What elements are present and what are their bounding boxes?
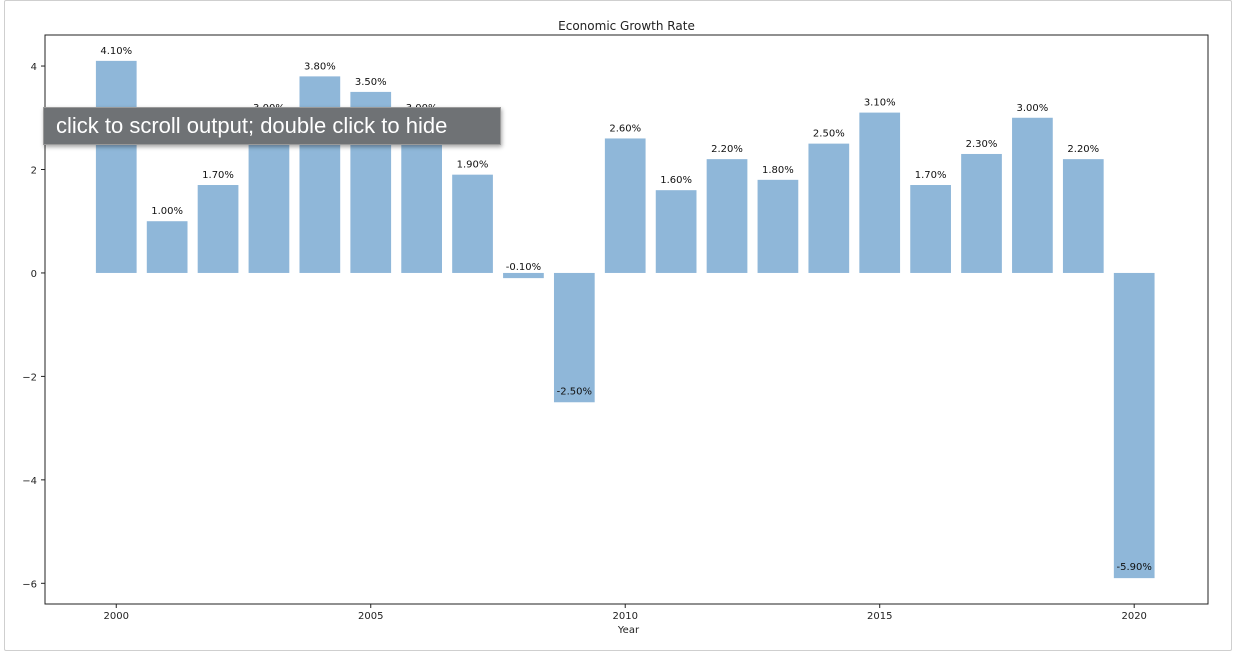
chart-title: Economic Growth Rate [558, 19, 695, 33]
bar-label-2007: 1.90% [457, 160, 489, 171]
bar-label-2020: -5.90% [1117, 562, 1152, 573]
bar-label-2019: 2.20% [1067, 144, 1099, 155]
bar-label-2002: 1.70% [202, 170, 234, 181]
bar-label-2014: 2.50% [813, 129, 845, 140]
bar-2018 [1012, 117, 1053, 273]
x-axis-label: Year [617, 625, 640, 636]
bar-label-2010: 2.60% [609, 123, 641, 134]
bar-label-2001: 1.00% [151, 206, 183, 217]
bar-2000 [95, 60, 137, 273]
y-tick-label-1: −4 [22, 476, 37, 487]
bar-label-2013: 1.80% [762, 165, 794, 176]
y-tick-label-2: −2 [22, 372, 37, 383]
bar-label-2015: 3.10% [864, 98, 896, 109]
scroll-output-tooltip[interactable]: click to scroll output; double click to … [43, 107, 501, 145]
bar-2015 [859, 112, 901, 273]
bar-label-2011: 1.60% [660, 175, 692, 186]
bar-2019 [1062, 159, 1104, 273]
y-tick-label-4: 2 [31, 165, 37, 176]
bar-label-2008: -0.10% [506, 262, 541, 273]
bar-label-2004: 3.80% [304, 61, 336, 72]
y-tick-label-5: 4 [31, 62, 37, 73]
bar-2016 [910, 185, 951, 273]
bar-2009 [553, 272, 595, 403]
bar-2013 [757, 179, 799, 273]
x-tick-label-2020: 2020 [1121, 611, 1146, 622]
bar-label-2000: 4.10% [100, 46, 132, 57]
bar-2014 [808, 143, 850, 273]
bar-2012 [706, 159, 748, 273]
bar-label-2018: 3.00% [1017, 103, 1049, 114]
x-tick-label-2005: 2005 [358, 611, 383, 622]
bar-2010 [604, 138, 646, 273]
bar-2007 [452, 174, 493, 273]
bar-2017 [961, 153, 1002, 273]
bar-2002 [197, 185, 239, 273]
bar-label-2005: 3.50% [355, 77, 387, 88]
x-tick-label-2010: 2010 [613, 611, 638, 622]
bar-label-2017: 2.30% [966, 139, 998, 150]
bar-label-2016: 1.70% [915, 170, 947, 181]
x-tick-label-2000: 2000 [104, 611, 129, 622]
y-tick-label-0: −6 [22, 579, 37, 590]
bar-2001 [146, 221, 188, 273]
bar-label-2009: -2.50% [557, 386, 592, 397]
bar-label-2012: 2.20% [711, 144, 743, 155]
bar-2008 [503, 272, 544, 279]
x-tick-label-2015: 2015 [867, 611, 892, 622]
bar-2004 [299, 76, 341, 273]
bar-2011 [655, 190, 697, 273]
bar-2020 [1113, 272, 1155, 579]
y-tick-label-3: 0 [31, 269, 37, 280]
plot-frame [44, 34, 1209, 605]
